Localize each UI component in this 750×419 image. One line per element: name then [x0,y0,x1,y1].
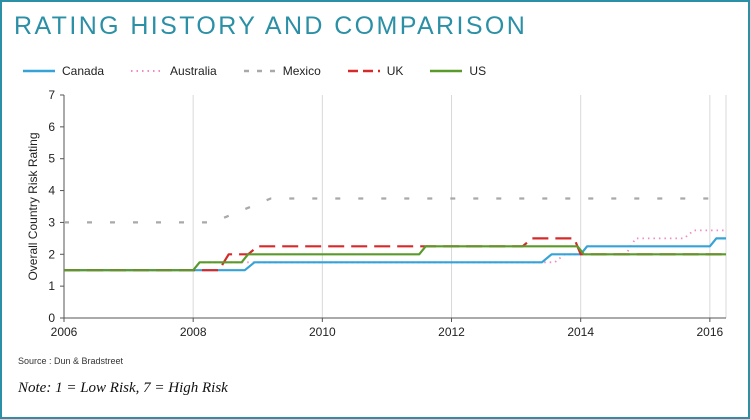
x-tick-label: 2014 [567,325,594,339]
y-tick-label: 2 [48,247,55,261]
legend-label-uk: UK [386,64,404,78]
source-note: Source : Dun & Bradstreet [18,356,124,366]
x-tick-label: 2008 [180,325,207,339]
x-tick-label: 2012 [438,325,465,339]
legend-item-us: US [429,64,486,78]
risk-note: Note: 1 = Low Risk, 7 = High Risk [18,380,228,396]
legend-swatch-canada [23,69,55,73]
series-line-us [64,245,726,272]
y-tick-label: 1 [48,279,55,293]
legend-swatch-mexico [243,69,276,73]
series-line-canada [64,237,726,272]
legend-label-australia: Australia [170,64,217,78]
legend-item-australia: Australia [130,64,217,78]
y-tick-label: 7 [48,88,55,102]
legend-swatch-uk [347,69,380,73]
y-tick-label: 6 [48,120,55,134]
x-tick-label: 2006 [51,325,78,339]
legend-label-canada: Canada [62,64,105,78]
line-chart: Overall Country Risk Rating 0 1 2 3 4 5 6 7 2006… [26,88,727,339]
y-tick-label: 5 [48,152,55,166]
y-tick-label: 4 [48,184,55,198]
series-line-mexico [64,197,726,224]
chart-legend: Canada Australia Mexico UK US [22,62,512,80]
legend-swatch-us [430,69,463,73]
legend-item-canada: Canada [22,64,104,78]
legend-item-mexico: Mexico [243,64,321,78]
y-tick-label: 3 [48,215,55,229]
legend-item-uk: UK [347,64,404,78]
series-line-australia [64,229,726,272]
legend-label-us: US [469,64,487,78]
y-axis-label: Overall Country Risk Rating [26,132,40,280]
legend-label-mexico: Mexico [282,64,321,78]
x-tick-label: 2016 [697,325,724,339]
x-tick-label: 2010 [309,325,336,339]
chart-title: RATING HISTORY AND COMPARISON [14,12,528,40]
y-tick-label: 0 [48,311,55,325]
